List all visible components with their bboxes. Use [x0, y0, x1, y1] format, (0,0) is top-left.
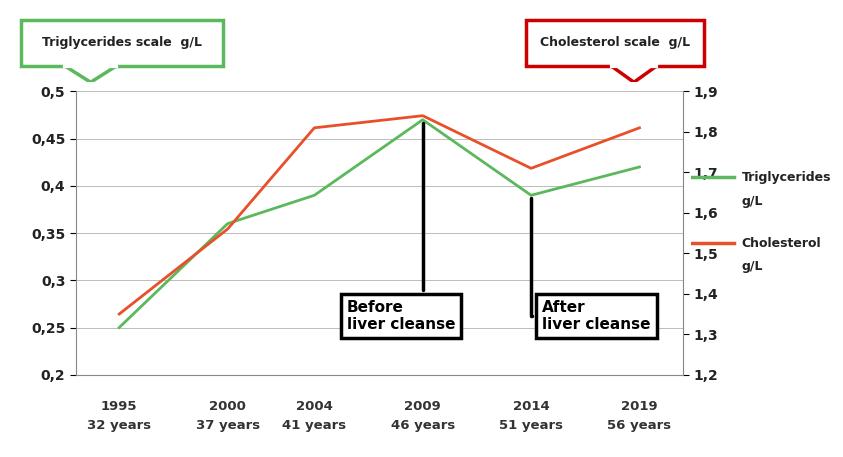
Text: 46 years: 46 years [390, 419, 455, 432]
FancyBboxPatch shape [21, 20, 223, 66]
Text: Triglycerides scale  g/L: Triglycerides scale g/L [42, 36, 202, 49]
Text: 37 years: 37 years [196, 419, 260, 432]
Text: 56 years: 56 years [608, 419, 672, 432]
Text: 51 years: 51 years [499, 419, 563, 432]
Polygon shape [66, 66, 116, 82]
Text: 2009: 2009 [405, 400, 441, 413]
Text: 2014: 2014 [513, 400, 550, 413]
FancyBboxPatch shape [526, 20, 705, 66]
Text: Cholesterol scale  g/L: Cholesterol scale g/L [540, 36, 690, 49]
Text: Before
liver cleanse: Before liver cleanse [346, 122, 455, 332]
Text: 1995: 1995 [101, 400, 137, 413]
Text: Triglycerides: Triglycerides [742, 171, 831, 184]
Text: 2004: 2004 [296, 400, 333, 413]
Polygon shape [612, 66, 656, 82]
Text: 2000: 2000 [209, 400, 246, 413]
Text: g/L: g/L [742, 195, 763, 207]
Text: g/L: g/L [742, 260, 763, 273]
Text: After
liver cleanse: After liver cleanse [531, 198, 651, 332]
Text: 2019: 2019 [621, 400, 658, 413]
Text: Cholesterol: Cholesterol [742, 237, 821, 250]
Text: 32 years: 32 years [87, 419, 151, 432]
Text: 41 years: 41 years [282, 419, 346, 432]
